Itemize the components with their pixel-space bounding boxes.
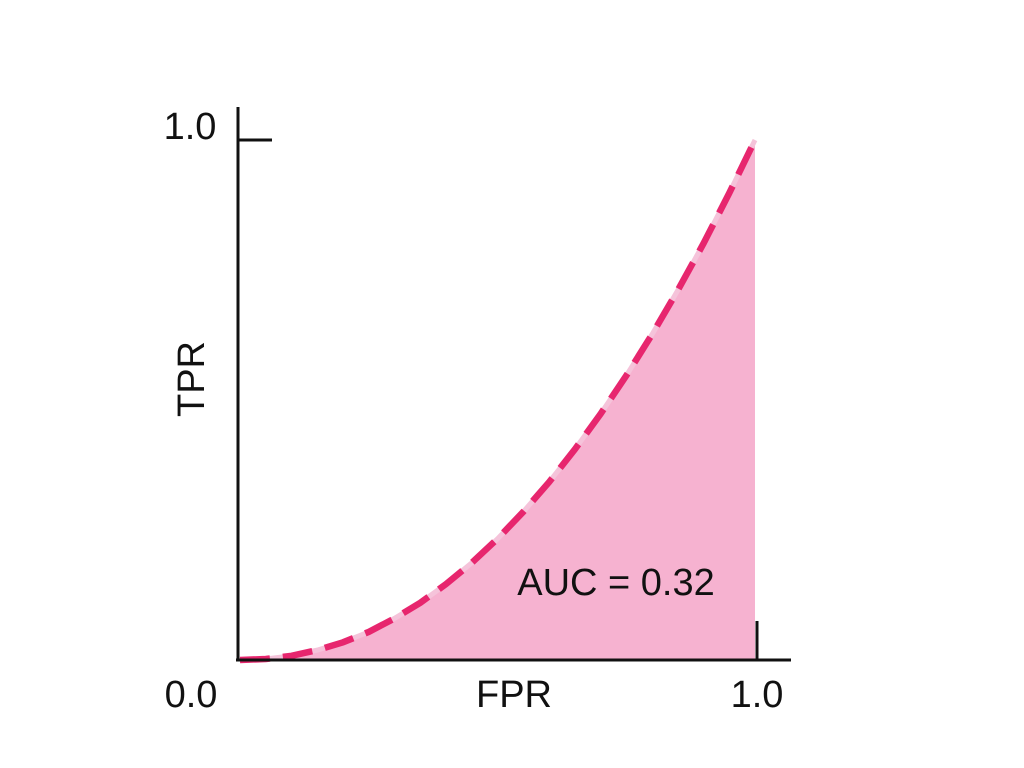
roc-area-fill: [240, 140, 755, 660]
y-axis-title: TPR: [171, 341, 213, 417]
auc-annotation: AUC = 0.32: [517, 562, 715, 604]
x-axis-tick-label-0.0: 0.0: [164, 674, 218, 716]
x-axis-title: FPR: [476, 674, 552, 716]
y-axis-tick-label-1.0: 1.0: [163, 106, 217, 148]
x-axis-tick-label-1.0: 1.0: [730, 674, 784, 716]
roc-curve-line: [239, 138, 758, 664]
